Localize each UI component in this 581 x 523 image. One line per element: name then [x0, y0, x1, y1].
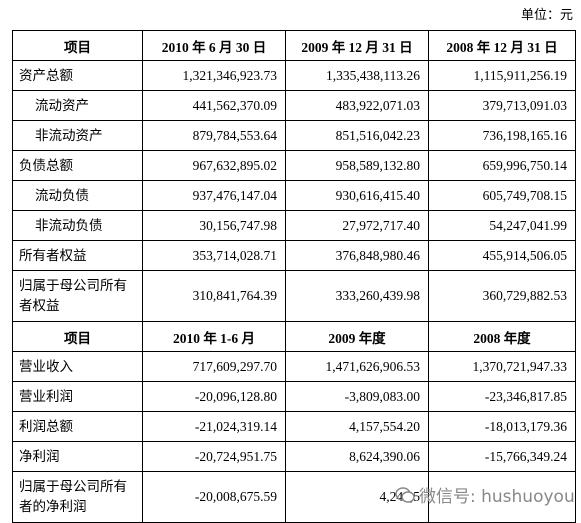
watermark: 微信号: hushuoyou: [395, 482, 575, 507]
header-cell: 2009 年度: [285, 321, 429, 352]
data-row: 所有者权益 353,714,028.71 376,848,980.46 455,914…: [12, 240, 576, 271]
header-row: 项目 2010 年 1-6 月 2009 年度 2008 年度: [12, 321, 576, 352]
value-cell: 310,841,764.39: [142, 270, 286, 322]
value-cell: 54,247,041.99: [428, 210, 576, 241]
data-row: 非流动负债 30,156,747.98 27,972,717.40 54,247,04…: [12, 210, 576, 241]
data-row: 流动负债 937,476,147.04 930,616,415.40 605,749,…: [12, 180, 576, 211]
value-cell: -20,008,675.59: [142, 471, 286, 523]
value-cell: 376,848,980.46: [285, 240, 429, 271]
value-cell: 717,609,297.70: [142, 351, 286, 382]
header-cell: 2010 年 1-6 月: [142, 321, 286, 352]
value-cell: 1,335,438,113.26: [285, 60, 429, 91]
row-label: 营业利润: [12, 381, 143, 412]
row-label: 负债总额: [12, 150, 143, 181]
financial-table: 项目 2010 年 6 月 30 日 2009 年 12 月 31 日 2008 年 …: [12, 30, 576, 523]
data-row: 资产总额 1,321,346,923.73 1,335,438,113.26 1,11…: [12, 60, 576, 91]
value-cell: -20,096,128.80: [142, 381, 286, 412]
value-cell: 930,616,415.40: [285, 180, 429, 211]
value-cell: 1,321,346,923.73: [142, 60, 286, 91]
row-label: 利润总额: [12, 411, 143, 442]
value-cell: 455,914,506.05: [428, 240, 576, 271]
row-label: 资产总额: [12, 60, 143, 91]
value-cell: 4,157,554.20: [285, 411, 429, 442]
watermark-text: 微信号: hushuoyou: [419, 487, 575, 507]
header-cell: 项目: [12, 321, 143, 352]
value-cell: 958,589,132.80: [285, 150, 429, 181]
wechat-icon: [395, 486, 415, 503]
table-body: 项目 2010 年 6 月 30 日 2009 年 12 月 31 日 2008 年 …: [12, 30, 576, 523]
value-cell: -18,013,179.36: [428, 411, 576, 442]
row-label: 非流动负债: [12, 210, 143, 241]
data-row: 归属于母公司所有者权益 310,841,764.39 333,260,439.98 3…: [12, 270, 576, 322]
value-cell: 605,749,708.15: [428, 180, 576, 211]
value-cell: 379,713,091.03: [428, 90, 576, 121]
value-cell: 659,996,750.14: [428, 150, 576, 181]
value-cell: -15,766,349.24: [428, 441, 576, 472]
row-label: 归属于母公司所有者的净利润: [12, 471, 143, 523]
value-cell: 441,562,370.09: [142, 90, 286, 121]
unit-label: 单位：元: [520, 7, 573, 22]
row-label: 所有者权益: [12, 240, 143, 271]
value-cell: [428, 471, 576, 523]
row-label: 非流动资产: [12, 120, 143, 151]
value-cell: 736,198,165.16: [428, 120, 576, 151]
value-cell: 27,972,717.40: [285, 210, 429, 241]
row-label: 营业收入: [12, 351, 143, 382]
data-row: 利润总额 -21,024,319.14 4,157,554.20 -18,013,17…: [12, 411, 576, 442]
data-row: 非流动资产 879,784,553.64 851,516,042.23 736,198…: [12, 120, 576, 151]
value-cell: -23,346,817.85: [428, 381, 576, 412]
row-label: 流动资产: [12, 90, 143, 121]
data-row: 营业收入 717,609,297.70 1,471,626,906.53 1,370,…: [12, 351, 576, 382]
row-label: 流动负债: [12, 180, 143, 211]
header-cell: 2010 年 6 月 30 日: [142, 30, 286, 61]
value-cell: 937,476,147.04: [142, 180, 286, 211]
value-cell: 1,370,721,947.33: [428, 351, 576, 382]
value-cell: -20,724,951.75: [142, 441, 286, 472]
row-label: 净利润: [12, 441, 143, 472]
data-row: 负债总额 967,632,895.02 958,589,132.80 659,996,…: [12, 150, 576, 181]
value-cell: -21,024,319.14: [142, 411, 286, 442]
value-cell: 1,471,626,906.53: [285, 351, 429, 382]
data-row: 流动资产 441,562,370.09 483,922,071.03 379,713,…: [12, 90, 576, 121]
header-cell: 2008 年度: [428, 321, 576, 352]
value-cell: 879,784,553.64: [142, 120, 286, 151]
header-cell: 项目: [12, 30, 143, 61]
value-cell: 8,624,390.06: [285, 441, 429, 472]
header-cell: 2008 年 12 月 31 日: [428, 30, 576, 61]
data-row: 营业利润 -20,096,128.80 -3,809,083.00 -23,346,8…: [12, 381, 576, 412]
value-cell: -3,809,083.00: [285, 381, 429, 412]
data-row: 净利润 -20,724,951.75 8,624,390.06 -15,766,349…: [12, 441, 576, 472]
header-cell: 2009 年 12 月 31 日: [285, 30, 429, 61]
row-label: 归属于母公司所有者权益: [12, 270, 143, 322]
value-cell: 483,922,071.03: [285, 90, 429, 121]
value-cell: 30,156,747.98: [142, 210, 286, 241]
value-cell: 1,115,911,256.19: [428, 60, 576, 91]
value-cell: 333,260,439.98: [285, 270, 429, 322]
value-cell: 360,729,882.53: [428, 270, 576, 322]
value-cell: 353,714,028.71: [142, 240, 286, 271]
value-cell: 967,632,895.02: [142, 150, 286, 181]
value-cell: 851,516,042.23: [285, 120, 429, 151]
header-row: 项目 2010 年 6 月 30 日 2009 年 12 月 31 日 2008 年 …: [12, 30, 576, 61]
